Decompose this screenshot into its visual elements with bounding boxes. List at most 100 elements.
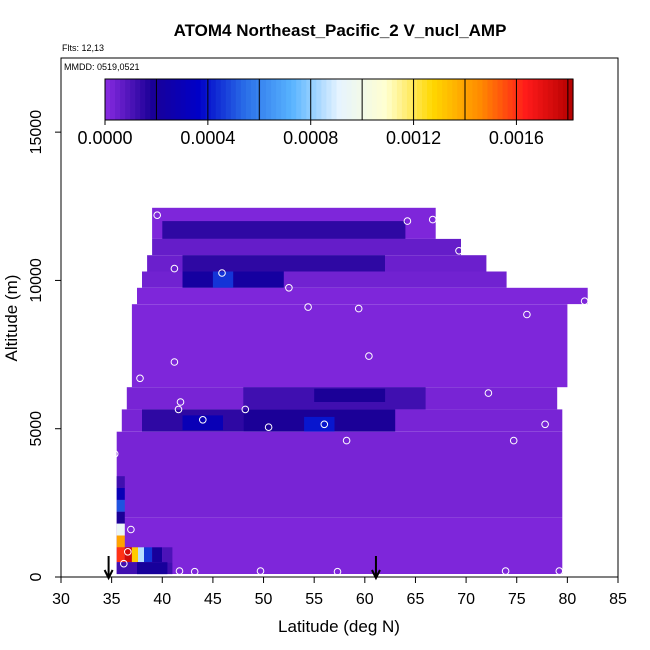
- heatmap-cell: [116, 517, 563, 574]
- colorbar-swatch: [472, 79, 478, 120]
- colorbar-swatch: [240, 79, 247, 120]
- x-axis-label: Latitude (deg N): [278, 617, 400, 636]
- colorbar-swatch: [522, 79, 529, 120]
- colorbar-frame: [104, 78, 574, 121]
- heatmap-cell: [116, 547, 125, 563]
- colorbar-swatch: [331, 79, 338, 120]
- colorbar-swatch: [210, 79, 217, 120]
- colorbar-swatch: [311, 79, 317, 120]
- colorbar-swatch: [291, 79, 297, 120]
- sample-point: [455, 247, 463, 255]
- heatmap-cell: [212, 271, 234, 288]
- colorbar-swatch: [366, 79, 373, 120]
- colorbar-swatch: [225, 79, 232, 120]
- colorbar-swatch: [532, 79, 539, 120]
- colorbar-swatch: [376, 79, 383, 120]
- colorbar-swatch: [165, 79, 172, 120]
- sample-point: [170, 264, 179, 273]
- sample-point: [127, 525, 135, 534]
- colorbar-swatch: [180, 79, 187, 120]
- sample-point: [120, 559, 128, 568]
- colorbar-swatch: [406, 79, 413, 120]
- sample-point: [509, 436, 518, 445]
- colorbar-swatch: [205, 79, 212, 120]
- sample-point: [176, 398, 185, 406]
- y-axis: 0 5000 10000 15000: [28, 110, 61, 581]
- heatmap-cell: [116, 499, 125, 512]
- colorbar-swatch: [125, 79, 131, 120]
- y-axis-label: Altitude (m): [2, 275, 21, 362]
- colorbar-swatch: [326, 79, 333, 120]
- colorbar-swatch: [492, 79, 499, 120]
- colorbar-swatch: [110, 79, 116, 120]
- sample-point: [365, 352, 373, 360]
- colorbar-swatch: [386, 79, 393, 120]
- sample-point: [136, 374, 144, 383]
- colorbar-swatch: [316, 79, 322, 120]
- heatmap-cell: [152, 547, 163, 563]
- heatmap-cell: [116, 488, 125, 500]
- sample-point: [110, 450, 119, 458]
- colorbar-swatch: [452, 79, 458, 120]
- sample-point: [428, 215, 437, 224]
- heatmap-cell: [152, 238, 461, 256]
- colorbar-swatch: [195, 79, 202, 120]
- colorbar-swatch: [130, 79, 136, 120]
- colorbar-swatch: [432, 79, 438, 120]
- colorbar-swatch: [427, 79, 433, 120]
- x-axis: 30 35 40 45 50 55 60 65 70 75 80 85: [52, 577, 627, 608]
- colorbar-swatch: [120, 79, 126, 120]
- colorbar-swatch: [542, 79, 549, 120]
- colorbar-swatch: [467, 79, 473, 120]
- x-tick-label: 60: [356, 591, 374, 608]
- colorbar-swatch: [190, 79, 197, 120]
- colorbar-swatch: [361, 79, 368, 120]
- y-tick-label: 5000: [28, 411, 45, 447]
- sample-point: [523, 310, 531, 319]
- x-tick-label: 45: [204, 591, 222, 608]
- colorbar-swatch: [442, 79, 448, 120]
- colorbar-swatch: [537, 79, 544, 120]
- heatmap-cell: [138, 547, 145, 563]
- sample-point: [342, 436, 351, 445]
- x-tick-label: 85: [609, 591, 627, 608]
- y-tick-label: 15000: [28, 110, 45, 155]
- colorbar-swatch: [230, 79, 237, 120]
- heatmap-cell: [144, 547, 153, 563]
- colorbar-swatch: [512, 79, 519, 120]
- colorbar-swatch: [396, 79, 403, 120]
- x-tick-label: 35: [103, 591, 121, 608]
- sample-point: [501, 567, 510, 575]
- colorbar-swatch: [401, 79, 408, 120]
- colorbar-tick-label: 0.0004: [180, 128, 235, 148]
- heatmap-cell: [182, 255, 385, 272]
- colorbar-swatch: [497, 79, 504, 120]
- sample-point: [320, 420, 329, 429]
- colorbar-swatch: [306, 79, 312, 120]
- heatmap-cell: [137, 562, 168, 575]
- colorbar-swatch: [336, 79, 343, 120]
- colorbar-swatch: [245, 79, 252, 120]
- colorbar-swatch: [487, 79, 494, 120]
- flights-label: Flts: 12,13: [62, 43, 104, 53]
- colorbar-tick-label: 0.0016: [489, 128, 544, 148]
- x-tick-label: 40: [153, 591, 171, 608]
- sample-point: [170, 358, 179, 366]
- colorbar-swatch: [482, 79, 489, 120]
- arrow-marker: [371, 556, 381, 581]
- flight-arrows: [103, 556, 381, 581]
- colorbar-swatch: [562, 79, 569, 120]
- colorbar-swatch: [220, 79, 227, 120]
- colorbar-tick-label: 0.0000: [77, 128, 132, 148]
- colorbar-swatch: [422, 79, 428, 120]
- colorbar-swatch: [341, 79, 348, 120]
- colorbar-swatch: [321, 79, 328, 120]
- x-tick-label: 75: [508, 591, 526, 608]
- colorbar-swatch: [547, 79, 554, 120]
- colorbar-swatch: [170, 79, 177, 120]
- sample-point: [264, 423, 273, 432]
- colorbar-swatch: [271, 79, 277, 120]
- sample-point: [541, 420, 549, 429]
- sample-point: [333, 567, 342, 576]
